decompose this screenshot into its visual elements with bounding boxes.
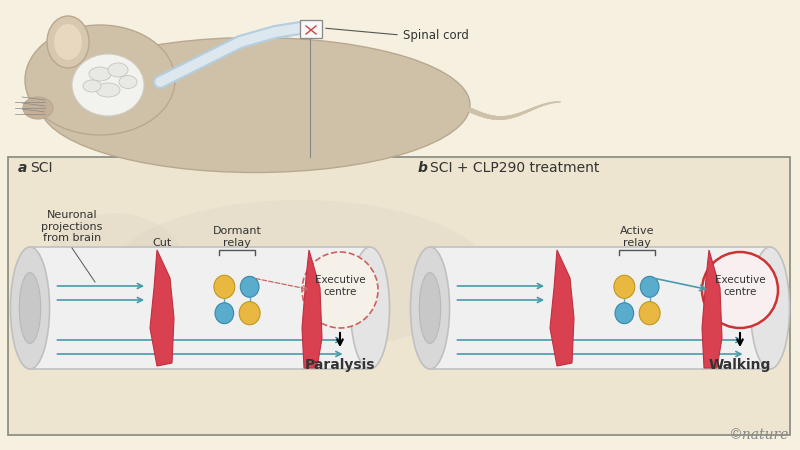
Ellipse shape <box>54 24 82 60</box>
Text: Neuronal
projections
from brain: Neuronal projections from brain <box>42 210 102 243</box>
FancyBboxPatch shape <box>8 157 790 435</box>
Ellipse shape <box>96 83 120 97</box>
Ellipse shape <box>25 25 175 135</box>
Ellipse shape <box>240 276 259 297</box>
Text: ©nature: ©nature <box>728 428 788 442</box>
Ellipse shape <box>214 275 235 298</box>
Text: Walking: Walking <box>709 358 771 372</box>
FancyBboxPatch shape <box>430 247 770 369</box>
Text: b: b <box>418 161 428 175</box>
Text: Executive
centre: Executive centre <box>714 275 766 297</box>
Ellipse shape <box>110 200 490 350</box>
Circle shape <box>702 252 778 328</box>
Polygon shape <box>302 250 322 368</box>
Text: a: a <box>18 161 27 175</box>
Ellipse shape <box>10 247 50 369</box>
Ellipse shape <box>614 275 635 298</box>
Text: Executive
centre: Executive centre <box>314 275 366 297</box>
FancyBboxPatch shape <box>30 247 370 369</box>
Text: SCI + CLP290 treatment: SCI + CLP290 treatment <box>430 161 599 175</box>
Ellipse shape <box>119 76 137 89</box>
Circle shape <box>302 252 378 328</box>
Ellipse shape <box>83 80 101 92</box>
Ellipse shape <box>639 302 660 325</box>
Ellipse shape <box>19 273 41 343</box>
Ellipse shape <box>419 273 441 343</box>
Ellipse shape <box>615 303 634 324</box>
Ellipse shape <box>640 276 659 297</box>
Text: Cut: Cut <box>152 238 172 248</box>
Polygon shape <box>550 250 574 366</box>
Text: Spinal cord: Spinal cord <box>403 28 469 41</box>
Ellipse shape <box>350 247 390 369</box>
Ellipse shape <box>239 302 260 325</box>
Ellipse shape <box>410 247 450 369</box>
Polygon shape <box>150 250 174 366</box>
Ellipse shape <box>45 213 185 323</box>
Text: SCI: SCI <box>30 161 53 175</box>
Ellipse shape <box>750 247 790 369</box>
Ellipse shape <box>108 63 128 77</box>
Ellipse shape <box>89 67 111 81</box>
Ellipse shape <box>23 97 53 119</box>
Ellipse shape <box>40 37 470 172</box>
Ellipse shape <box>215 303 234 324</box>
Polygon shape <box>702 250 722 368</box>
Ellipse shape <box>72 54 144 116</box>
Text: Dormant
relay: Dormant relay <box>213 226 262 248</box>
FancyBboxPatch shape <box>300 20 322 38</box>
Ellipse shape <box>47 16 89 68</box>
Text: Active
relay: Active relay <box>620 226 654 248</box>
Text: Paralysis: Paralysis <box>305 358 375 372</box>
